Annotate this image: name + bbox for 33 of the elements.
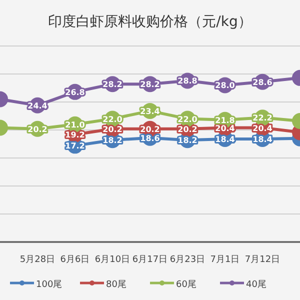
data-label: 20.4 [252,124,273,133]
legend-label: 100尾 [36,279,62,290]
data-label: 18.6 [140,134,160,143]
data-label: 20.4 [215,124,236,133]
x-tick-label: 6月17日 [132,255,168,265]
x-tick-label: 7月12日 [244,255,280,265]
x-tick-label: 5月28日 [20,255,56,265]
data-label: 20.2 [178,124,198,134]
chart-title: 印度白虾原料收购价格（元/kg） [48,14,252,30]
legend-label: 60尾 [176,279,196,290]
data-label: 23.4 [140,106,160,116]
data-label: 28.0 [215,81,236,90]
x-tick-label: 6月6日 [60,255,90,265]
legend-label: 40尾 [246,279,266,290]
x-tick-label: 6月10日 [94,255,130,265]
data-label: 20.2 [140,124,160,134]
data-label: 22.2 [252,114,272,123]
data-label: 21.8 [215,116,236,125]
data-label: 28.2 [140,80,160,90]
data-label: 20.2 [28,124,48,134]
data-label: 18.4 [215,134,236,144]
legend-label: 80尾 [106,279,126,290]
data-label: 21.0 [65,120,86,130]
x-tick-label: 7月1日 [210,255,240,265]
data-label: 18.2 [102,136,122,146]
data-label: 28.8 [178,76,198,86]
data-label: 28.6 [252,78,273,87]
data-label: 18.2 [178,136,198,146]
data-label: 20.2 [102,124,122,134]
data-label: 18.4 [252,134,273,144]
data-label: 28.2 [102,80,122,90]
x-tick-label: 6月23日 [170,255,206,265]
data-label: 22.0 [178,114,198,124]
